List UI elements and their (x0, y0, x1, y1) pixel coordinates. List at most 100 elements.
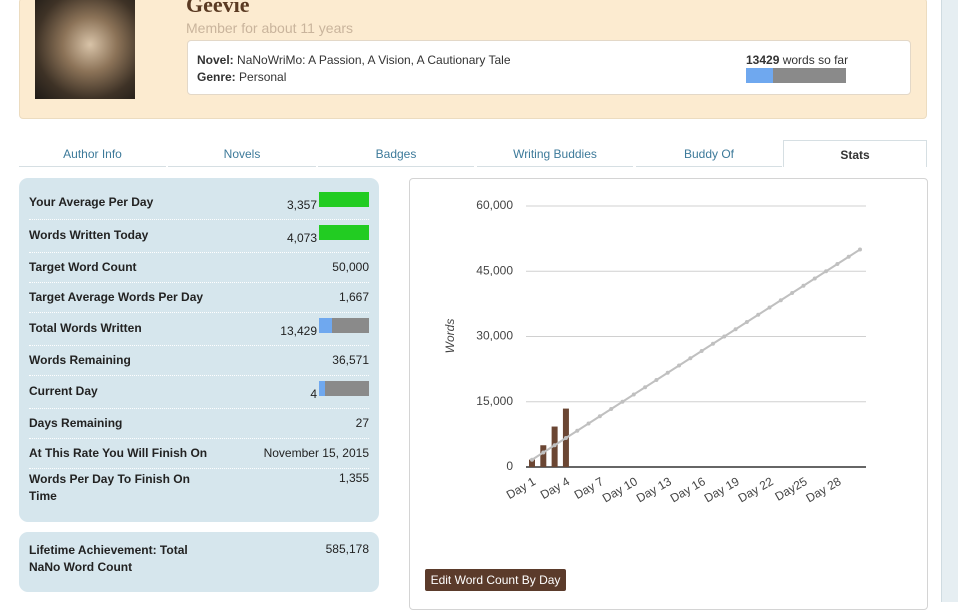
stat-row: Words Per Day To Finish On Time 1,355 (29, 468, 369, 512)
target-point (744, 320, 749, 325)
stat-value: 13,429 (280, 323, 317, 338)
stat-value: 1,667 (338, 290, 369, 304)
tab[interactable]: Writing Buddies (477, 140, 633, 167)
target-point (552, 443, 557, 448)
target-point (767, 305, 772, 310)
x-tick-label: Day 4 (538, 474, 572, 502)
novel-title: NaNoWriMo: A Passion, A Vision, A Cautio… (237, 53, 511, 67)
x-tick-label: Day 7 (572, 474, 606, 502)
target-point (620, 399, 625, 404)
genre-line: Genre: Personal (197, 70, 286, 84)
target-point (530, 457, 534, 462)
stat-bar-fill (319, 191, 369, 207)
x-tick-label: Day25 (772, 474, 809, 504)
lifetime-row: Lifetime Achievement: Total NaNo Word Co… (29, 542, 369, 582)
genre-label: Genre: (197, 70, 236, 84)
stat-row: Total Words Written 13,429 (29, 312, 369, 346)
target-point (654, 378, 659, 382)
stat-label: Your Average Per Day (29, 195, 154, 209)
tab[interactable]: Author Info (19, 140, 166, 167)
novel-box: Novel: NaNoWriMo: A Passion, A Vision, A… (187, 40, 911, 95)
x-tick-label: Day 28 (804, 474, 844, 505)
words-suffix: words so far (782, 53, 849, 67)
target-point (699, 348, 704, 353)
novel-label: Novel: (197, 53, 234, 67)
words-line: 13429 words so far (746, 53, 848, 67)
target-point (756, 312, 761, 317)
stat-row: Target Word Count 50,000 (29, 252, 369, 283)
target-point (597, 414, 602, 419)
stat-label: Total Words Written (29, 321, 142, 335)
stat-value: 50,000 (332, 260, 369, 274)
stat-row: Words Written Today 4,073 (29, 219, 369, 253)
target-line (531, 248, 861, 461)
target-point (631, 392, 636, 397)
stat-row: Words Remaining 36,571 (29, 345, 369, 376)
tab[interactable]: Stats (783, 140, 927, 167)
word-count: 13429 (746, 53, 780, 67)
stat-value: 36,571 (332, 353, 369, 367)
target-point (665, 370, 670, 375)
target-point (688, 356, 693, 361)
stat-bar-fill (319, 317, 333, 333)
y-tick-label: 30,000 (476, 329, 513, 343)
target-point (733, 327, 738, 332)
y-tick-label: 45,000 (476, 263, 513, 277)
x-tick-label: Day 10 (600, 474, 640, 505)
stat-bar-fill (319, 380, 326, 396)
y-axis-title: Words (443, 319, 457, 354)
scrollbar-strip (941, 0, 958, 602)
target-point (586, 421, 591, 426)
target-point (790, 291, 795, 295)
avatar (35, 0, 135, 99)
stat-label: Words Remaining (29, 352, 131, 367)
stat-bar (319, 224, 369, 240)
stat-bar (319, 380, 369, 396)
edit-button[interactable]: Edit Word Count By Day (425, 569, 566, 591)
stat-label: Words Written Today (29, 228, 149, 242)
stat-label: Target Word Count (29, 259, 137, 274)
stat-label: Lifetime Achievement: Total NaNo Word Co… (29, 543, 188, 574)
y-tick-label: 0 (506, 459, 513, 473)
stat-value: November 15, 2015 (263, 446, 369, 460)
tab[interactable]: Novels (168, 140, 316, 167)
target-point (778, 298, 783, 303)
stat-row: Target Average Words Per Day 1,667 (29, 282, 369, 313)
stat-label: At This Rate You Will Finish On (29, 445, 208, 460)
target-point (541, 450, 546, 455)
target-point (575, 428, 580, 433)
stat-row: Days Remaining 27 (29, 408, 369, 439)
tab[interactable]: Buddy Of (636, 140, 782, 167)
x-tick-label: Day 13 (634, 474, 674, 505)
stat-label: Target Average Words Per Day (29, 289, 204, 304)
x-tick-label: Day 22 (736, 474, 776, 505)
stat-bar (319, 317, 369, 333)
y-tick-label: 60,000 (476, 198, 513, 212)
lifetime-panel: Lifetime Achievement: Total NaNo Word Co… (19, 532, 379, 592)
target-point (824, 269, 829, 274)
stat-value: 27 (355, 416, 369, 430)
tab[interactable]: Badges (318, 140, 474, 167)
stat-label: Days Remaining (29, 415, 123, 430)
target-point (563, 435, 568, 440)
target-point (858, 247, 862, 252)
stat-label: Current Day (29, 384, 98, 398)
stat-row: Current Day 4 (29, 375, 369, 409)
genre: Personal (239, 70, 287, 84)
x-tick-label: Day 1 (504, 474, 538, 502)
y-tick-label: 15,000 (476, 394, 513, 408)
stats-panel: Your Average Per Day 3,357 Words Written T… (19, 178, 379, 522)
user-name: Geevie (186, 0, 250, 17)
target-point (710, 341, 715, 346)
target-point (812, 276, 817, 281)
x-tick-label: Day 19 (702, 474, 742, 505)
target-point (846, 254, 851, 259)
bar (540, 445, 547, 467)
chart-box: Words 0 15,000 30,000 45,000 60,000 Day 1 Day … (409, 178, 928, 610)
member-since: Member for about 11 years (186, 20, 354, 36)
stat-value: 3,357 (286, 197, 317, 212)
target-point (609, 407, 614, 412)
novel-line: Novel: NaNoWriMo: A Passion, A Vision, A… (197, 53, 511, 67)
